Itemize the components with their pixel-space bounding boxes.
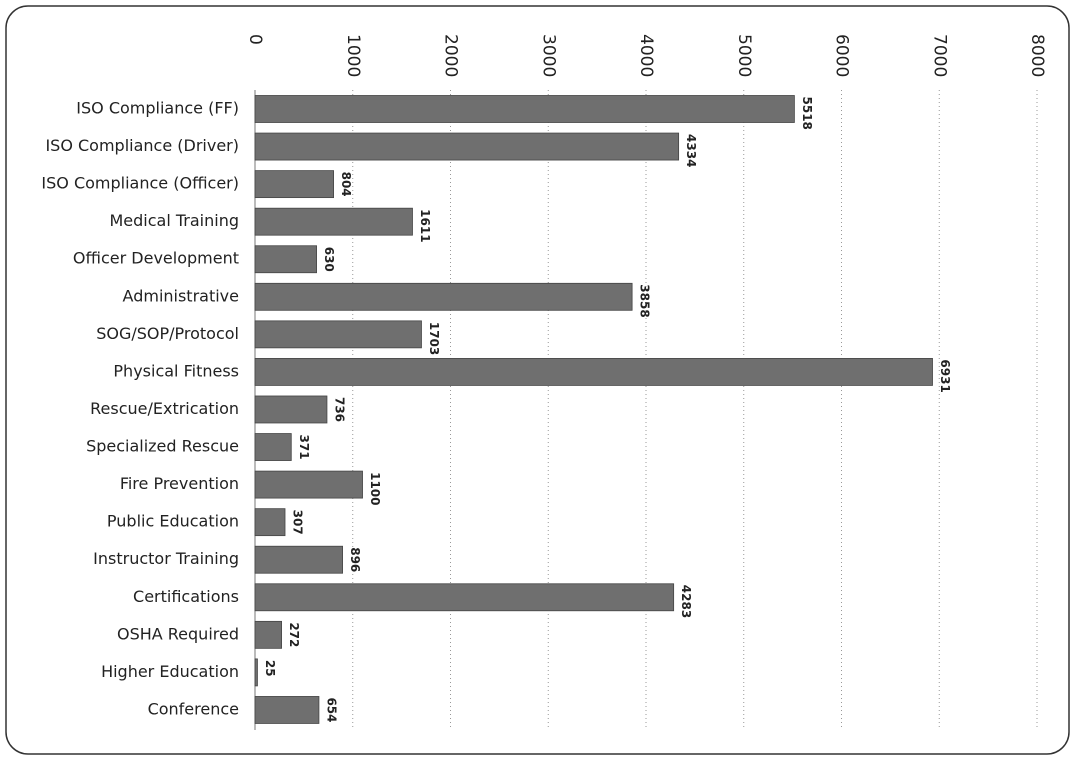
data-label: 5518 [800, 97, 814, 130]
y-tick-label: Officer Development [73, 249, 239, 268]
x-tick-label: 3000 [538, 34, 558, 77]
y-tick-label: ISO Compliance (Officer) [41, 174, 239, 193]
data-label: 4334 [684, 134, 698, 167]
bar [254, 620, 282, 649]
bar [254, 395, 328, 424]
x-tick-label: 5000 [734, 34, 754, 77]
y-tick-label: ISO Compliance (FF) [76, 99, 239, 118]
y-tick-label: Public Education [107, 512, 239, 531]
bar [254, 207, 413, 236]
y-tick-label: Medical Training [109, 211, 239, 230]
x-tick-label: 6000 [832, 34, 852, 77]
y-tick-label: Instructor Training [93, 549, 239, 568]
bar [254, 508, 286, 537]
y-tick-label: Certifications [133, 587, 239, 606]
y-tick-label: Administrative [123, 286, 239, 305]
bar [254, 583, 675, 612]
data-label: 736 [332, 397, 346, 422]
data-label: 371 [297, 435, 311, 460]
data-label: 1703 [427, 322, 441, 355]
y-tick-label: SOG/SOP/Protocol [96, 324, 239, 343]
bar [254, 320, 422, 349]
data-label: 654 [324, 697, 338, 722]
x-tick-label: 2000 [441, 34, 461, 77]
bar [254, 545, 343, 574]
data-label: 896 [348, 547, 362, 572]
bar [254, 282, 633, 311]
x-tick-label: 1000 [343, 34, 363, 77]
y-tick-label: Rescue/Extrication [90, 399, 239, 418]
bar [254, 245, 317, 274]
data-label: 1611 [418, 209, 432, 242]
bar [254, 170, 334, 199]
x-tick-label: 7000 [929, 34, 949, 77]
bar [254, 658, 258, 687]
data-label: 3858 [638, 284, 652, 317]
bar [254, 433, 292, 461]
data-label: 6931 [938, 359, 952, 392]
chart-border [5, 5, 1070, 755]
data-label: 25 [263, 660, 277, 677]
y-tick-label: Higher Education [101, 662, 239, 681]
y-tick-label: Specialized Rescue [86, 437, 239, 456]
x-tick-label: 0 [245, 34, 265, 45]
y-tick-label: ISO Compliance (Driver) [45, 136, 239, 155]
x-tick-label: 4000 [636, 34, 656, 77]
data-label: 804 [339, 172, 353, 197]
y-tick-label: OSHA Required [117, 624, 239, 643]
bar [254, 95, 795, 123]
y-tick-label: Physical Fitness [113, 361, 239, 380]
data-label: 4283 [679, 585, 693, 618]
data-label: 307 [291, 510, 305, 535]
data-label: 1100 [368, 472, 382, 505]
y-tick-label: Conference [148, 699, 239, 718]
bar [254, 470, 363, 499]
bar [254, 358, 933, 386]
data-label: 630 [322, 247, 336, 272]
data-label: 272 [287, 622, 301, 647]
bar [254, 132, 680, 161]
x-tick-label: 8000 [1027, 34, 1047, 77]
bar [254, 696, 320, 724]
y-tick-label: Fire Prevention [120, 474, 239, 493]
